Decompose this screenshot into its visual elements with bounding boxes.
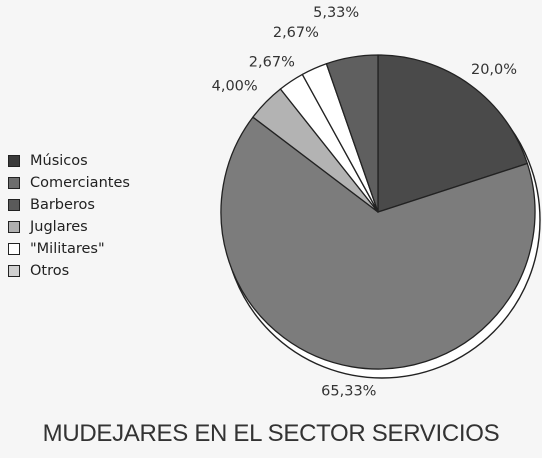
- legend-item-juglares: Juglares: [8, 216, 130, 238]
- legend-item-musicos: Músicos: [8, 150, 130, 172]
- legend-swatch-otros: [8, 265, 20, 277]
- legend-swatch-comerciantes: [8, 177, 20, 189]
- slice-value-label-7: 5,33%: [313, 5, 359, 21]
- pie-slice-1: [377, 54, 528, 213]
- legend-label-juglares: Juglares: [30, 218, 88, 235]
- legend-label-musicos: Músicos: [30, 152, 88, 169]
- pie-slice-2: [220, 116, 536, 370]
- legend-swatch-barberos: [8, 199, 20, 211]
- legend-label-otros: Otros: [30, 262, 70, 279]
- legend-item-barberos: Barberos: [8, 194, 130, 216]
- legend-item-otros: Otros: [8, 260, 130, 282]
- legend-label-militares: "Militares": [30, 240, 105, 257]
- slice-value-label-4: 4,00%: [212, 78, 258, 94]
- legend-item-militares: "Militares": [8, 238, 130, 260]
- slice-value-label-6: 2,67%: [273, 25, 319, 41]
- legend-label-comerciantes: Comerciantes: [30, 174, 130, 191]
- legend-swatch-musicos: [8, 155, 20, 167]
- legend-swatch-militares: [8, 243, 20, 255]
- slice-value-label-2: 65,33%: [321, 384, 376, 400]
- legend-label-barberos: Barberos: [30, 196, 95, 213]
- slice-value-label-1: 20,0%: [471, 62, 517, 78]
- pie-slice-7: [325, 54, 379, 213]
- legend-swatch-juglares: [8, 221, 20, 233]
- slice-value-label-5: 2,67%: [249, 54, 295, 70]
- legend-item-comerciantes: Comerciantes: [8, 172, 130, 194]
- chart-title: MUDEJARES EN EL SECTOR SERVICIOS: [42, 420, 500, 447]
- legend: Músicos Comerciantes Barberos Juglares "…: [8, 150, 130, 282]
